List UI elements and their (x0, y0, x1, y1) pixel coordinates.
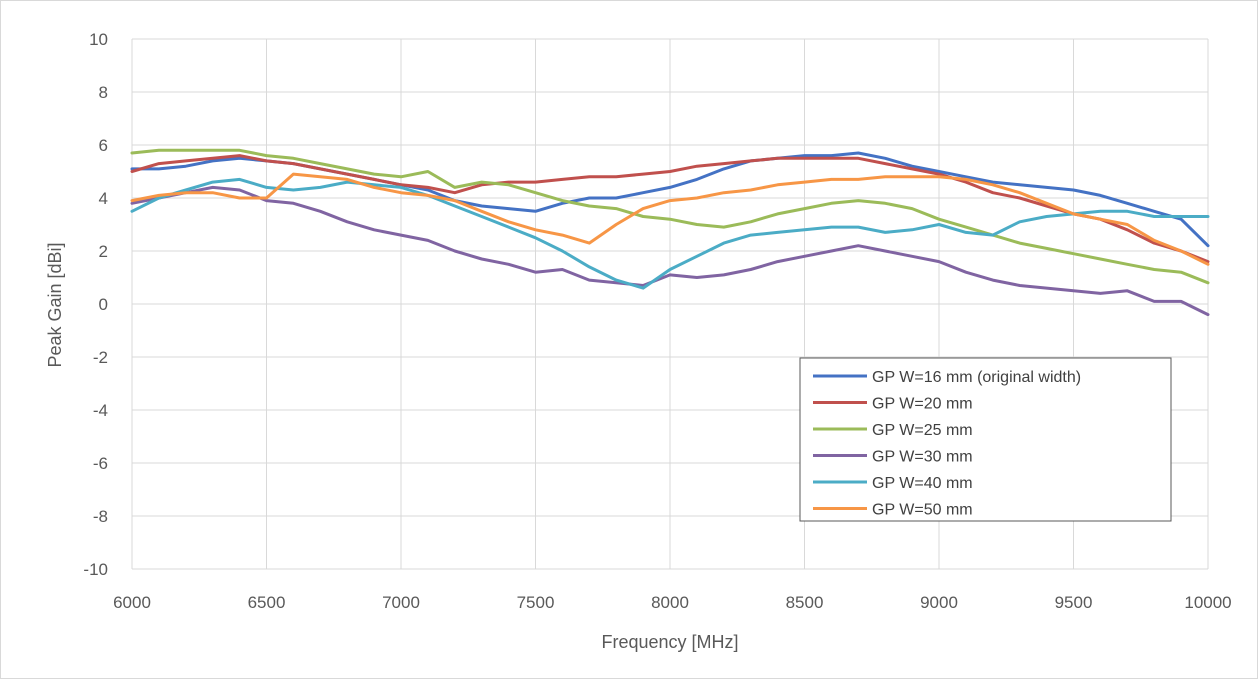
y-axis-title: Peak Gain [dBi] (45, 242, 65, 367)
y-tick-label: -6 (93, 454, 108, 473)
series-line-4 (130, 185, 1210, 317)
x-tick-label: 8500 (786, 593, 824, 612)
legend-label-3: GP W=25 mm (872, 422, 973, 439)
y-tick-label: -8 (93, 507, 108, 526)
x-tick-label: 9000 (920, 593, 958, 612)
legend-box (799, 357, 1172, 522)
y-tick-label: -10 (83, 560, 108, 579)
legend-label-1: GP W=16 mm (original width) (872, 369, 1081, 386)
y-tick-label: 4 (99, 189, 108, 208)
y-tick-label: -4 (93, 401, 108, 420)
series-line-6 (130, 172, 1210, 266)
series-line-5 (130, 177, 1210, 290)
y-tick-label: 8 (99, 83, 108, 102)
x-tick-labels: 6000 6500 7000 7500 8000 8500 9000 9500 10000 (113, 593, 1232, 612)
x-tick-label: 6000 (113, 593, 151, 612)
x-tick-label: 7500 (517, 593, 555, 612)
grid (131, 38, 1209, 570)
x-tick-label: 6500 (248, 593, 286, 612)
y-tick-labels: -10 -8 -6 -4 -2 0 2 4 6 8 10 (83, 30, 108, 579)
legend-label-4: GP W=30 mm (872, 449, 973, 466)
y-tick-label: 0 (99, 295, 108, 314)
x-tick-label: 7000 (382, 593, 420, 612)
legend-label-6: GP W=50 mm (872, 502, 973, 519)
y-tick-label: -2 (93, 348, 108, 367)
x-tick-label: 10000 (1184, 593, 1231, 612)
legend-label-5: GP W=40 mm (872, 475, 973, 492)
legend: GP W=16 mm (original width) GP W=20 mm GP … (799, 357, 1172, 522)
x-tick-label: 8000 (651, 593, 689, 612)
series-line-3 (130, 148, 1210, 285)
y-tick-label: 2 (99, 242, 108, 261)
series-line-2 (130, 154, 1210, 264)
x-axis-title: Frequency [MHz] (601, 632, 738, 652)
y-tick-label: 10 (89, 30, 108, 49)
series-lines (130, 148, 1210, 317)
x-tick-label: 9500 (1055, 593, 1093, 612)
legend-label-2: GP W=20 mm (872, 396, 973, 413)
y-tick-label: 6 (99, 136, 108, 155)
